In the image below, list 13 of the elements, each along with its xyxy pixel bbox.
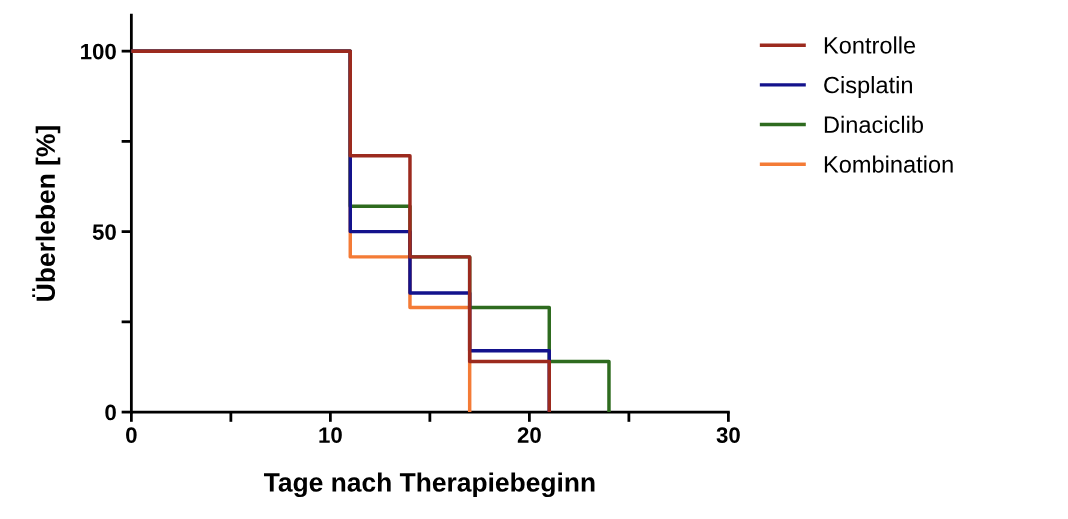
y-tick-label: 100 xyxy=(81,43,116,60)
x-axis-title: Tage nach Therapiebeginn xyxy=(264,472,595,498)
y-tick-label: 0 xyxy=(105,404,116,421)
x-tick-label: 20 xyxy=(517,427,541,443)
x-tick-label: 10 xyxy=(319,427,342,443)
x-tick-label: 30 xyxy=(716,427,740,444)
legend-label: Kontrolle xyxy=(824,36,916,54)
y-tick-label: 50 xyxy=(92,224,116,240)
legend-label: Dinaciclib xyxy=(824,115,923,134)
legend-label: Kombination xyxy=(824,155,953,173)
x-tick-label: 0 xyxy=(126,427,137,443)
legend-label: Cisplatin xyxy=(824,76,912,99)
y-axis-title: Überleben [%] xyxy=(32,126,61,301)
